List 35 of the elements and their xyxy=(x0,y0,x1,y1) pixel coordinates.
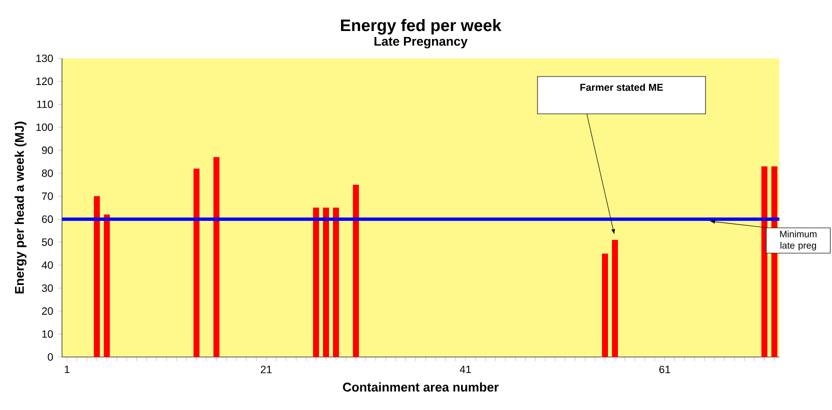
y-tick-label: 120 xyxy=(36,78,53,86)
chart-title: Energy fed per week xyxy=(341,19,502,35)
bar xyxy=(194,168,200,357)
ref-line-label: Minimum late preg xyxy=(780,230,816,251)
bar xyxy=(352,184,359,357)
bar xyxy=(761,166,768,357)
chart-subtitle: Late Pregnancy xyxy=(374,36,468,48)
annotation: Farmer stated ME xyxy=(580,84,663,91)
y-tick-label: 40 xyxy=(42,261,53,269)
y-tick-label: 90 xyxy=(42,146,53,154)
bar xyxy=(94,196,100,357)
x-tick-label: 21 xyxy=(260,366,272,374)
y-tick-label: 80 xyxy=(42,169,53,177)
y-tick-label: 50 xyxy=(42,238,53,246)
x-tick-label: 41 xyxy=(460,366,471,374)
x-tick-label: 1 xyxy=(64,366,70,374)
y-tick-label: 0 xyxy=(48,353,53,361)
bar xyxy=(612,240,618,357)
bar xyxy=(213,157,220,357)
y-axis-title: Energy per head a week (MJ) xyxy=(14,122,26,294)
y-tick-label: 60 xyxy=(42,215,53,223)
bar xyxy=(602,254,608,357)
y-tick-label: 70 xyxy=(42,192,53,200)
y-tick-label: 30 xyxy=(42,284,53,292)
bar xyxy=(332,208,339,357)
x-tick-label: 61 xyxy=(659,366,670,374)
x-axis-title: Containment area number xyxy=(343,382,499,392)
bar xyxy=(104,214,110,357)
y-tick-label: 110 xyxy=(37,100,53,108)
y-tick-label: 20 xyxy=(42,307,53,315)
y-tick-label: 130 xyxy=(36,54,53,62)
y-tick-label: 10 xyxy=(42,330,53,338)
y-tick-label: 100 xyxy=(36,123,53,132)
bar xyxy=(323,208,330,357)
bar xyxy=(313,208,320,357)
